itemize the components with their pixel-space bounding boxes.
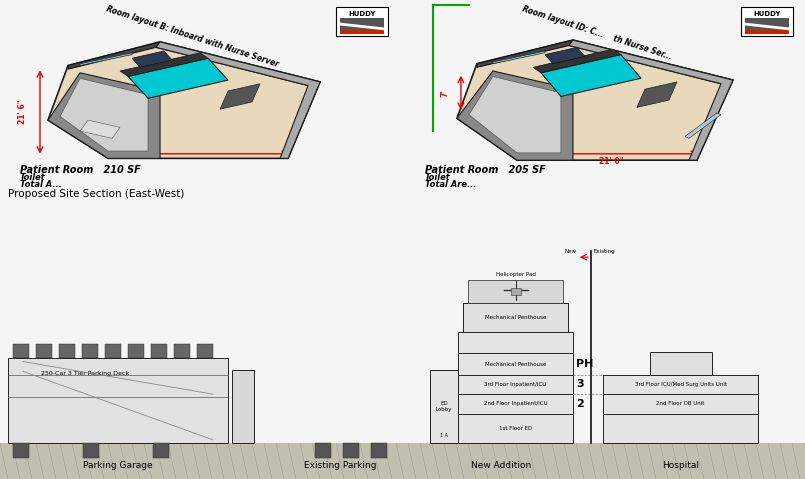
Text: Existing: Existing xyxy=(593,249,615,254)
Text: HUDDY: HUDDY xyxy=(349,11,376,17)
Bar xyxy=(8,358,228,443)
Bar xyxy=(458,375,573,394)
Text: Room layout ID: C...    th Nurse Ser...: Room layout ID: C... th Nurse Ser... xyxy=(521,5,673,62)
Text: 250-Car 3 Tier Parking Deck: 250-Car 3 Tier Parking Deck xyxy=(41,371,129,376)
Bar xyxy=(13,443,29,458)
Bar xyxy=(458,332,573,354)
Bar xyxy=(36,343,52,358)
FancyBboxPatch shape xyxy=(741,7,793,36)
Bar xyxy=(340,31,384,34)
Bar xyxy=(153,443,169,458)
Polygon shape xyxy=(493,51,545,64)
Bar xyxy=(468,280,563,303)
Bar xyxy=(603,394,758,414)
Polygon shape xyxy=(68,42,320,86)
Text: Helicopter Pad: Helicopter Pad xyxy=(496,272,535,277)
Polygon shape xyxy=(569,40,733,160)
Text: Mechanical Penthouse: Mechanical Penthouse xyxy=(485,315,546,320)
Polygon shape xyxy=(685,113,721,138)
FancyBboxPatch shape xyxy=(336,7,388,36)
Polygon shape xyxy=(80,53,132,66)
Text: Hospital: Hospital xyxy=(662,461,699,470)
Polygon shape xyxy=(220,84,260,109)
Bar xyxy=(650,352,712,375)
Bar xyxy=(371,443,387,458)
Text: Parking Garage: Parking Garage xyxy=(83,461,153,470)
Bar xyxy=(151,343,167,358)
Text: New Addition: New Addition xyxy=(472,461,531,470)
Text: Proposed Site Section (East-West): Proposed Site Section (East-West) xyxy=(8,189,184,199)
Text: 2nd Floor OB Unit: 2nd Floor OB Unit xyxy=(656,401,704,407)
Bar xyxy=(13,343,29,358)
Bar xyxy=(340,18,384,34)
Bar xyxy=(343,443,359,458)
Text: New: New xyxy=(564,249,576,254)
Text: 3: 3 xyxy=(576,379,584,389)
Bar xyxy=(83,443,99,458)
Bar xyxy=(59,343,75,358)
Text: Mechanical Penthouse: Mechanical Penthouse xyxy=(485,362,546,366)
Text: 2nd Floor Inpatient/ICU: 2nd Floor Inpatient/ICU xyxy=(484,401,547,407)
Bar xyxy=(430,370,458,443)
Text: 3rd Floor ICU/Med Surg Units Unit: 3rd Floor ICU/Med Surg Units Unit xyxy=(634,382,726,387)
Text: Patient Room   210 SF: Patient Room 210 SF xyxy=(20,165,141,175)
Bar xyxy=(458,354,573,375)
Text: 7': 7' xyxy=(440,89,449,97)
Bar xyxy=(105,343,121,358)
Bar xyxy=(745,31,789,34)
Text: Total A...: Total A... xyxy=(20,180,62,189)
Bar xyxy=(315,443,331,458)
Text: 21' 0": 21' 0" xyxy=(599,157,623,166)
Bar xyxy=(603,375,758,394)
Text: 3rd Floor Inpatient/ICU: 3rd Floor Inpatient/ICU xyxy=(485,382,547,387)
Bar xyxy=(458,414,573,443)
Polygon shape xyxy=(48,73,160,159)
Polygon shape xyxy=(637,82,677,107)
Text: ED
Lobby: ED Lobby xyxy=(436,401,452,412)
Polygon shape xyxy=(533,49,621,73)
Polygon shape xyxy=(156,42,320,159)
Text: 1st Floor ED: 1st Floor ED xyxy=(499,426,532,431)
Bar xyxy=(82,343,98,358)
Polygon shape xyxy=(80,120,120,138)
Text: PH: PH xyxy=(576,359,593,369)
Bar xyxy=(458,394,573,414)
Text: 21' 6": 21' 6" xyxy=(18,100,27,125)
Text: Toilet: Toilet xyxy=(425,173,451,182)
Text: Toilet: Toilet xyxy=(20,173,46,182)
Polygon shape xyxy=(477,40,733,84)
Bar xyxy=(745,18,789,34)
Polygon shape xyxy=(120,53,208,77)
Polygon shape xyxy=(60,78,148,151)
Bar xyxy=(463,303,568,332)
Polygon shape xyxy=(128,58,228,98)
Text: 2: 2 xyxy=(576,399,584,409)
Text: HUDDY: HUDDY xyxy=(753,11,781,17)
Bar xyxy=(128,343,144,358)
Text: Patient Room   205 SF: Patient Room 205 SF xyxy=(425,165,546,175)
Polygon shape xyxy=(132,51,172,68)
Polygon shape xyxy=(541,55,641,96)
Bar xyxy=(174,343,190,358)
Polygon shape xyxy=(545,47,585,64)
Bar xyxy=(603,414,758,443)
Bar xyxy=(510,288,521,295)
Polygon shape xyxy=(457,40,733,160)
Bar xyxy=(232,370,254,443)
Text: 1 A: 1 A xyxy=(440,433,448,438)
Text: Total Are...: Total Are... xyxy=(425,180,477,189)
Bar xyxy=(197,343,213,358)
Polygon shape xyxy=(457,71,573,160)
Polygon shape xyxy=(48,42,320,159)
Polygon shape xyxy=(469,77,561,153)
Text: Room layout B: Inboard with Nurse Server: Room layout B: Inboard with Nurse Server xyxy=(105,5,279,69)
Bar xyxy=(0,443,805,479)
Text: Existing Parking: Existing Parking xyxy=(303,461,376,470)
